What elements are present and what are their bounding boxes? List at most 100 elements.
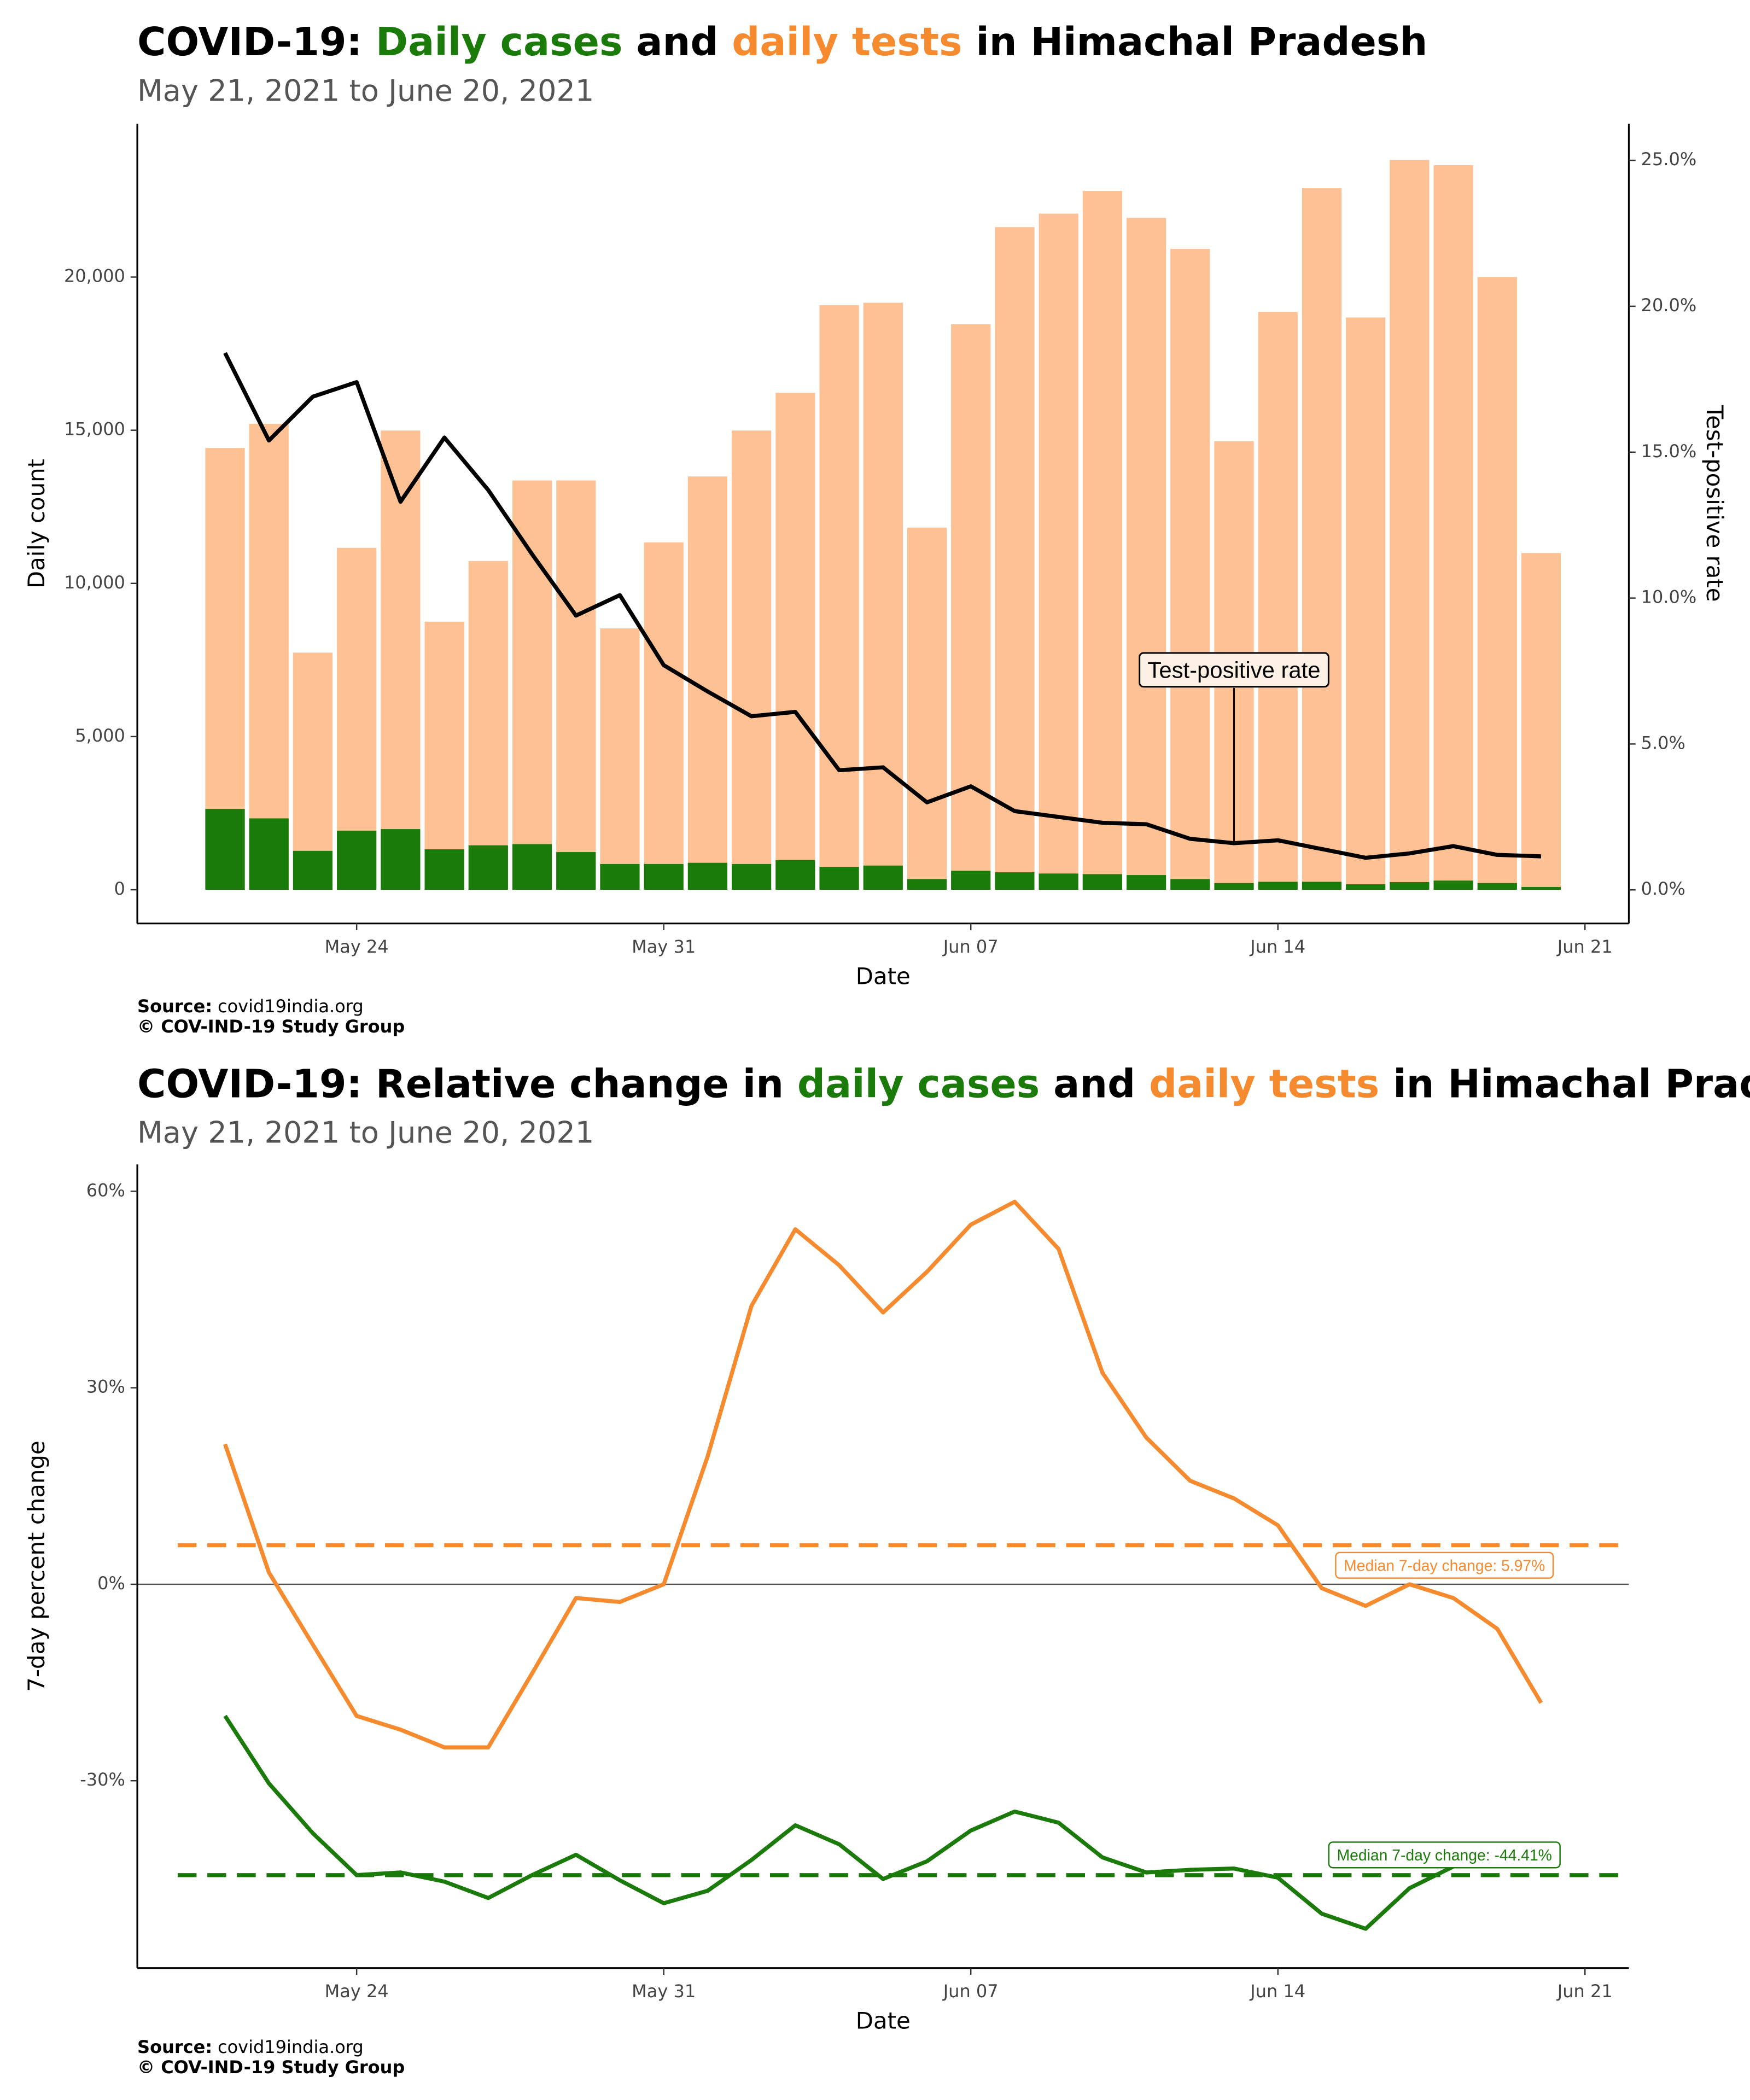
median-label-text: Median 7-day change: 5.97% (1344, 1556, 1545, 1574)
bar (293, 850, 333, 890)
x-tick-label: Jun 14 (1249, 1981, 1305, 2002)
bar (249, 423, 289, 890)
bar (293, 652, 333, 890)
title-part: COVID-19: (137, 19, 376, 65)
bar (468, 561, 508, 890)
bar (1346, 884, 1386, 890)
bar (644, 864, 684, 890)
title-part: COVID-19: Relative change in (137, 1061, 797, 1106)
bar (1346, 317, 1386, 890)
source-label: Source: (137, 996, 212, 1017)
bar (1170, 879, 1210, 890)
title-part: daily tests (732, 19, 962, 65)
label-box (1335, 1551, 1554, 1579)
y2-tick-label: 0.0% (1641, 878, 1685, 899)
bar (381, 430, 421, 890)
title-part: daily cases (797, 1061, 1040, 1106)
bar (1039, 213, 1078, 890)
y2-axis-title: Test-positive rate (1701, 405, 1728, 602)
bar (1302, 882, 1342, 890)
bar (600, 628, 640, 890)
bar (1039, 873, 1078, 890)
x-tick-label: Jun 21 (1556, 1981, 1613, 2002)
bar (732, 430, 772, 890)
y2-tick-label: 25.0% (1641, 149, 1697, 170)
median-label-text: Median 7-day change: -44.41% (1337, 1846, 1552, 1864)
bar (1258, 882, 1298, 890)
y-axis-title: Daily count (23, 459, 50, 588)
source-text: covid19india.org (218, 996, 364, 1017)
bar (205, 809, 245, 890)
bar (907, 879, 947, 890)
y2-tick-label: 10.0% (1641, 587, 1697, 608)
bar (1477, 277, 1517, 890)
x-tick-label: May 31 (632, 936, 696, 957)
label-box (1328, 1841, 1561, 1869)
x-axis-title: Date (856, 962, 911, 989)
title-part: daily tests (1149, 1061, 1379, 1106)
bar (1521, 886, 1561, 890)
bar (1170, 249, 1210, 890)
title-part: in Himachal Pradesh (962, 19, 1427, 65)
bar (819, 866, 859, 890)
bar (863, 302, 903, 890)
bar (600, 864, 640, 890)
bar (1126, 875, 1166, 890)
bar (1433, 165, 1473, 890)
y-axis-title: 7-day percent change (23, 1440, 50, 1691)
credit: © COV-IND-19 Study Group (137, 1016, 405, 1037)
x-tick-label: May 24 (325, 936, 389, 957)
bar (1258, 312, 1298, 890)
median-label: Median 7-day change: 5.97% (1335, 1551, 1554, 1579)
bar (1521, 553, 1561, 890)
bar (1390, 882, 1430, 890)
bar (644, 542, 684, 890)
x-tick-label: Jun 21 (1556, 936, 1613, 957)
bar (951, 324, 991, 890)
source: Source: covid19india.org (137, 2037, 364, 2057)
credit: © COV-IND-19 Study Group (137, 2057, 405, 2078)
source-text: covid19india.org (218, 2037, 364, 2057)
chart-title: COVID-19: Relative change in daily cases… (137, 1061, 1750, 1106)
x-tick-label: Jun 14 (1249, 936, 1305, 957)
y-tick-label: 10,000 (64, 572, 125, 593)
bar (775, 860, 815, 890)
bar (732, 864, 772, 890)
bar (424, 621, 464, 890)
bar (512, 844, 552, 890)
y-tick-label: 30% (86, 1376, 125, 1397)
bar (556, 480, 596, 890)
bar (1390, 160, 1430, 890)
title-part: and (1040, 1061, 1149, 1106)
bar (337, 830, 377, 890)
annotation-box (1139, 652, 1329, 688)
y-tick-label: 5,000 (75, 725, 125, 746)
y-tick-label: 60% (86, 1180, 125, 1200)
chart-title: COVID-19: Daily cases and daily tests in… (137, 19, 1427, 65)
bar (512, 480, 552, 890)
x-tick-label: Jun 07 (942, 1981, 999, 2002)
source: Source: covid19india.org (137, 996, 364, 1017)
title-part: in Himachal Pradesh (1379, 1061, 1750, 1106)
bar (995, 872, 1035, 890)
y-tick-label: 15,000 (64, 419, 125, 440)
bar (1477, 883, 1517, 890)
bar (1433, 880, 1473, 890)
bar (1302, 188, 1342, 890)
bar (381, 829, 421, 890)
y-tick-label: -30% (80, 1769, 125, 1790)
source-label: Source: (137, 2037, 212, 2057)
bar (468, 845, 508, 890)
y2-tick-label: 15.0% (1641, 441, 1697, 462)
y2-tick-label: 5.0% (1641, 732, 1685, 753)
chart-subtitle: May 21, 2021 to June 20, 2021 (137, 73, 594, 108)
y2-tick-label: 20.0% (1641, 295, 1697, 316)
title-part: Daily cases (376, 19, 623, 65)
x-tick-label: Jun 07 (942, 936, 999, 957)
data-line (223, 1199, 1543, 1749)
y-tick-label: 20,000 (64, 266, 125, 287)
bar (1214, 883, 1254, 890)
bar (249, 818, 289, 890)
bar (1126, 218, 1166, 890)
